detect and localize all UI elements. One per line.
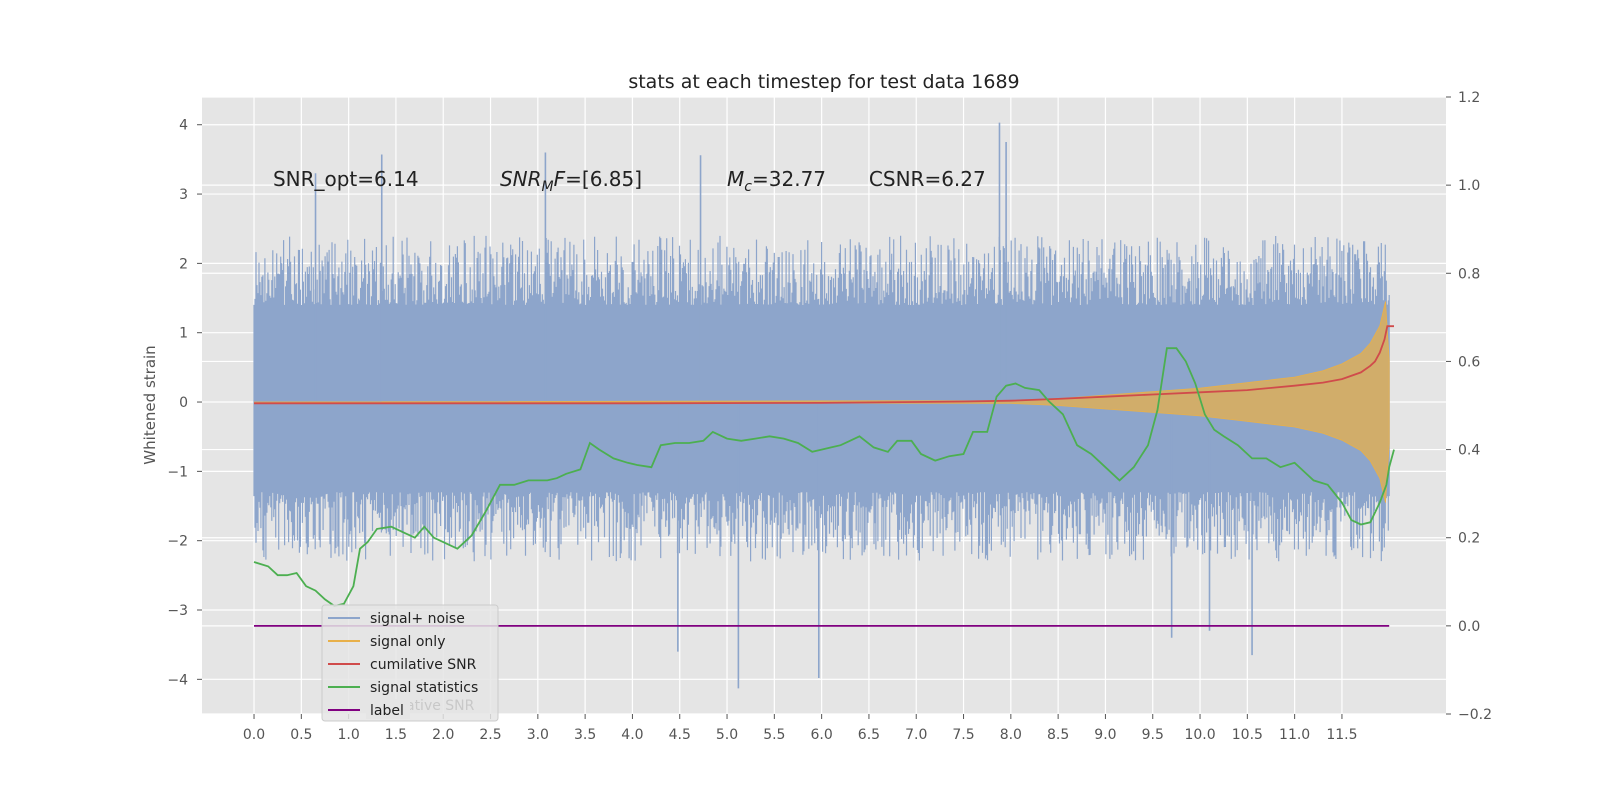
x-tick-label: 11.5: [1326, 727, 1357, 743]
legend-label: signal statistics: [370, 680, 478, 696]
y2-tick-label: 1.0: [1458, 178, 1480, 194]
legend-box: [321, 604, 499, 722]
x-tick-label: 4.0: [621, 727, 643, 743]
x-tick-label: 0.0: [243, 727, 265, 743]
y-tick-label: 1: [179, 326, 188, 342]
y-tick-label: −3: [167, 603, 188, 619]
y-axis-ticks: −4 −3 −2 −1 0 1 2 3 4: [167, 118, 202, 688]
x-tick-label: 10.0: [1184, 727, 1215, 743]
x-tick-label: 2.5: [479, 727, 501, 743]
x-tick-label: 7.5: [952, 727, 974, 743]
annotations: SNR_opt=6.14 SNRMF=[6.85] Mc=32.77 CSNR=6.2…: [273, 167, 986, 195]
legend-label: label: [370, 703, 404, 719]
x-tick-label: 11.0: [1279, 727, 1310, 743]
legend-label: cumilative SNR: [370, 657, 477, 673]
y-tick-label: 4: [179, 118, 188, 134]
y2-tick-label: −0.2: [1458, 707, 1492, 723]
y-tick-label: 0: [179, 395, 188, 411]
y-tick-label: −1: [167, 464, 188, 480]
x-tick-label: 4.5: [669, 727, 691, 743]
legend-label-backdrop: [366, 699, 410, 719]
y2-tick-label: 0.4: [1458, 443, 1480, 459]
y-tick-label: −2: [167, 534, 188, 550]
annotation-text: SNR_opt=6.14: [273, 167, 419, 191]
x-tick-label: 5.5: [763, 727, 785, 743]
x-tick-label: 7.0: [905, 727, 927, 743]
x-tick-label: 9.0: [1094, 727, 1116, 743]
y2-tick-label: 0.6: [1458, 354, 1480, 370]
y2-tick-label: 0.2: [1458, 531, 1480, 547]
x-tick-label: 1.5: [385, 727, 407, 743]
chart-title: stats at each timestep for test data 168…: [628, 71, 1019, 93]
y-tick-label: 3: [179, 187, 188, 203]
y2-tick-label: 1.2: [1458, 90, 1480, 106]
x-tick-label: 10.5: [1232, 727, 1263, 743]
x-tick-label: 9.5: [1142, 727, 1164, 743]
x-tick-label: 3.5: [574, 727, 596, 743]
x-tick-label: 8.0: [1000, 727, 1022, 743]
y2-tick-label: 0.8: [1458, 266, 1480, 282]
y2-tick-label: 0.0: [1458, 619, 1480, 635]
x-tick-label: 2.0: [432, 727, 454, 743]
x-tick-label: 8.5: [1047, 727, 1069, 743]
signal-statistics-line: [253, 347, 1395, 607]
x-tick-label: 6.5: [858, 727, 880, 743]
x-tick-label: 3.0: [527, 727, 549, 743]
x-tick-label: 5.0: [716, 727, 738, 743]
legend-label: signal only: [370, 634, 445, 650]
x-tick-label: 0.5: [290, 727, 312, 743]
y-tick-label: 2: [179, 256, 188, 272]
annotation-text: SNRMF=[6.85]: [500, 167, 642, 195]
cumilative-snr-line: [254, 325, 1394, 405]
annotation-text: Mc=32.77: [727, 167, 826, 195]
x-tick-label: 6.0: [811, 727, 833, 743]
y-axis-label: Whitened strain: [141, 345, 159, 464]
y-tick-label: −4: [167, 672, 188, 688]
legend-label: signal+ noise: [370, 611, 465, 627]
annotation-text: CSNR=6.27: [869, 167, 986, 191]
x-tick-label: 1.0: [337, 727, 359, 743]
x-axis-ticks: 0.0 0.5 1.0 1.5 2.0 2.5 3.0 3.5 4.0 4.5 5.0 5.5 6.0 6…: [243, 714, 1358, 743]
y2-axis-ticks: −0.2 0.0 0.2 0.4 0.6 0.8 1.0 1.2: [1446, 90, 1492, 723]
